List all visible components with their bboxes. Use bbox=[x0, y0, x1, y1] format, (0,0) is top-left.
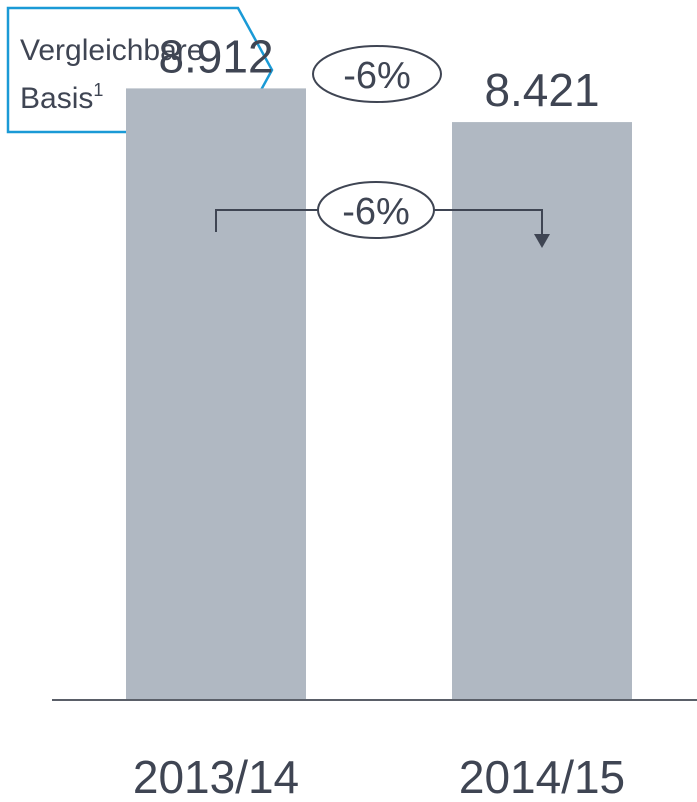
badge-label-basis: Basis bbox=[20, 82, 93, 115]
change-label: -6% bbox=[342, 191, 410, 233]
badge-label-line1: Vergleichbare bbox=[20, 34, 203, 67]
bar-1 bbox=[452, 122, 632, 700]
change-ellipse bbox=[317, 181, 435, 239]
badge-change-pill: -6% bbox=[312, 45, 442, 103]
value-labels-group: 8.912 8.421 bbox=[158, 30, 599, 116]
category-label-0: 2013/14 bbox=[133, 751, 299, 802]
change-connector: -6% bbox=[215, 181, 550, 248]
bars-group bbox=[126, 88, 632, 701]
category-labels-group: 2013/14 2014/15 bbox=[133, 751, 625, 802]
bar-0 bbox=[126, 88, 306, 701]
value-label-1: 8.421 bbox=[484, 64, 599, 116]
badge-change-text: -6% bbox=[343, 55, 411, 97]
badge-footnote: 1 bbox=[93, 80, 103, 100]
badge-change-ellipse bbox=[312, 45, 442, 103]
value-label-0: 8.912 bbox=[158, 30, 273, 82]
badge-label-line2: Basis1 bbox=[20, 80, 103, 115]
category-label-1: 2014/15 bbox=[459, 751, 625, 802]
change-arrow-icon bbox=[534, 234, 550, 248]
